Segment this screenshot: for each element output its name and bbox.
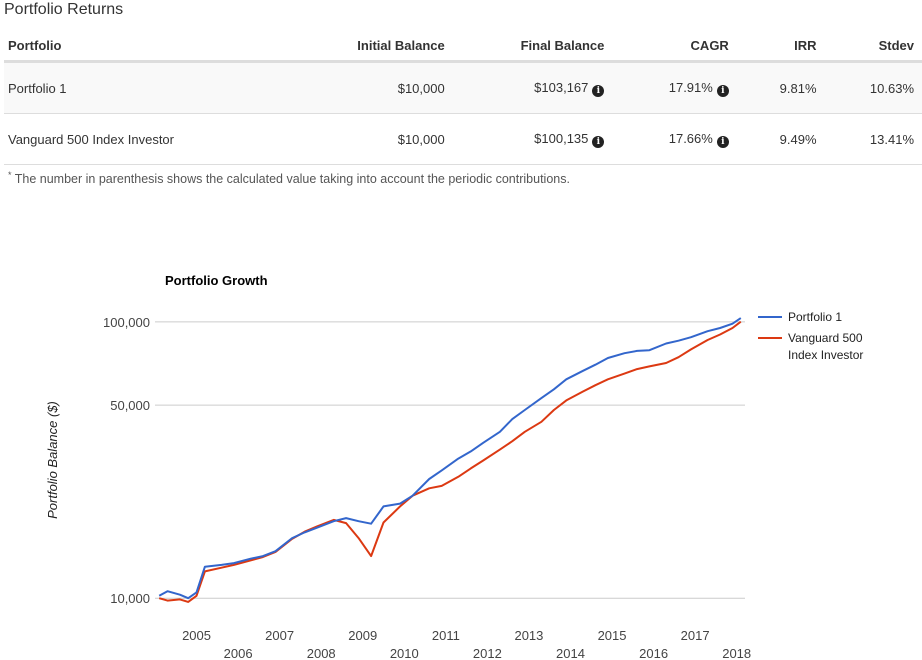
- x-tick-label: 2011: [432, 628, 460, 643]
- info-circle-icon[interactable]: i: [716, 135, 729, 148]
- cagr: 17.91%: [668, 79, 713, 95]
- cagr-cell: 17.91% i: [612, 61, 737, 114]
- legend-label: Vanguard 500: [788, 331, 863, 345]
- header-initial-balance[interactable]: Initial Balance: [237, 30, 453, 63]
- portfolio-name: Vanguard 500 Index Investor: [4, 113, 238, 165]
- x-tick-label: 2005: [182, 628, 211, 643]
- x-tick-label: 2012: [473, 646, 502, 660]
- x-tick-label: 2017: [681, 628, 710, 643]
- returns-table: Portfolio Initial Balance Final Balance …: [4, 30, 922, 165]
- section-title: Portfolio Returns: [4, 1, 124, 18]
- info-circle-icon[interactable]: i: [592, 135, 605, 148]
- cagr-cell: 17.66% i: [612, 113, 737, 165]
- footnote: * The number in parenthesis shows the ca…: [8, 170, 570, 186]
- legend-label: Index Investor: [788, 348, 863, 362]
- x-tick-label: 2006: [224, 646, 253, 660]
- portfolio-name: Portfolio 1: [4, 61, 238, 114]
- x-tick-label: 2007: [265, 628, 294, 643]
- x-tick-label: 2013: [514, 628, 543, 643]
- y-tick-label: 50,000: [110, 398, 150, 413]
- header-cagr[interactable]: CAGR: [612, 30, 737, 63]
- info-circle-icon[interactable]: i: [592, 84, 605, 97]
- x-axis-ticks: 2005 2006 2007 2008 2009 2010 2011 2012 2013 2014…: [182, 628, 751, 660]
- series-line: [158, 317, 742, 600]
- footnote-marker: *: [8, 170, 12, 180]
- table-header-row: Portfolio Initial Balance Final Balance …: [4, 30, 922, 63]
- final-balance: $100,135: [534, 130, 589, 146]
- y-tick-label: 100,000: [103, 315, 150, 330]
- table-row: Vanguard 500 Index Investor $10,000 $100…: [4, 113, 922, 165]
- header-portfolio[interactable]: Portfolio: [4, 30, 238, 63]
- y-axis-title: Portfolio Balance ($): [45, 401, 60, 519]
- portfolio-growth-chart: Portfolio Growth 10,000 50,000 100,000 200…: [45, 273, 863, 660]
- final-balance-cell: $100,135 i: [452, 113, 613, 165]
- stdev: 10.63%: [824, 61, 922, 114]
- x-tick-label: 2010: [390, 646, 419, 660]
- irr: 9.81%: [736, 61, 825, 114]
- final-balance-cell: $103,167 i: [452, 61, 613, 114]
- header-irr[interactable]: IRR: [736, 30, 825, 63]
- final-balance: $103,167: [534, 79, 589, 95]
- table-row: Portfolio 1 $10,000 $103,167 i 17.91% i 9.…: [4, 61, 922, 114]
- x-tick-label: 2015: [598, 628, 627, 643]
- chart-series: [158, 317, 742, 603]
- chart-legend: Portfolio 1 Vanguard 500 Index Investor: [758, 310, 863, 362]
- y-tick-label: 10,000: [110, 591, 150, 606]
- footnote-text: The number in parenthesis shows the calc…: [14, 172, 570, 187]
- x-tick-label: 2016: [639, 646, 668, 660]
- x-tick-label: 2018: [722, 646, 751, 660]
- chart-gridlines: [155, 321, 745, 599]
- header-final-balance[interactable]: Final Balance: [452, 30, 613, 63]
- info-circle-icon[interactable]: i: [716, 84, 729, 97]
- initial-balance: $10,000: [237, 113, 453, 165]
- x-tick-label: 2009: [348, 628, 377, 643]
- stdev: 13.41%: [824, 113, 922, 165]
- cagr: 17.66%: [668, 130, 713, 146]
- chart-title: Portfolio Growth: [165, 273, 268, 288]
- header-stdev[interactable]: Stdev: [824, 30, 922, 63]
- y-axis-ticks: 10,000 50,000 100,000: [103, 315, 150, 606]
- x-tick-label: 2008: [307, 646, 336, 660]
- legend-label: Portfolio 1: [788, 310, 842, 324]
- irr: 9.49%: [736, 113, 825, 165]
- series-line: [158, 320, 742, 603]
- x-tick-label: 2014: [556, 646, 585, 660]
- initial-balance: $10,000: [237, 61, 453, 114]
